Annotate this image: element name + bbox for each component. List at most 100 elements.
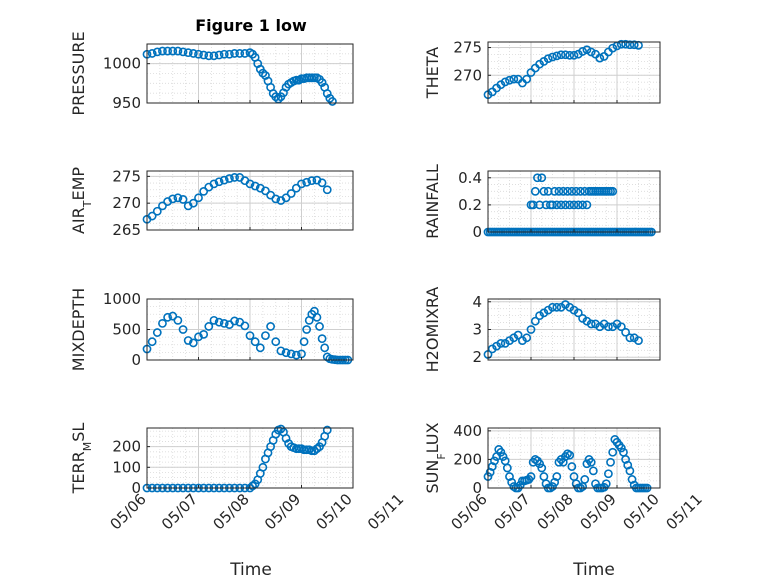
y-tick-label: 4	[472, 293, 482, 311]
data-point	[235, 49, 245, 58]
data-point	[224, 174, 234, 183]
data-point	[271, 337, 281, 347]
data-point	[320, 343, 330, 353]
data-point	[526, 325, 536, 334]
data-point	[582, 200, 592, 210]
data-point	[173, 193, 183, 203]
data-point	[309, 73, 319, 83]
data-point	[307, 73, 317, 83]
data-point	[565, 200, 575, 210]
data-point	[571, 186, 581, 196]
data-point	[297, 179, 306, 189]
y-tick-label: 2	[472, 348, 482, 366]
y-axis-label: TERRMSL	[69, 423, 94, 495]
data-point	[561, 200, 570, 210]
y-axis-label-part: TERR	[69, 451, 88, 494]
data-point	[616, 443, 626, 453]
data-point	[230, 316, 239, 326]
data-point	[291, 183, 301, 193]
x-tick-label: 05/08	[210, 490, 253, 533]
y-tick-label: 950	[112, 94, 141, 112]
data-point	[548, 482, 557, 491]
data-point	[556, 50, 566, 60]
data-point	[634, 336, 643, 345]
data-point	[322, 425, 332, 435]
data-point	[168, 194, 178, 204]
x-tick-label: 05/07	[158, 490, 201, 533]
data-point	[147, 49, 157, 58]
data-point	[569, 50, 579, 60]
y-tick-label: 400	[453, 422, 482, 440]
data-point	[188, 338, 198, 348]
x-axis-label-left: Time	[229, 560, 272, 580]
data-point	[219, 49, 229, 59]
data-point	[629, 40, 639, 50]
y-tick-label: 500	[112, 321, 141, 339]
axes-pressure: 950 1000 PRESSURE	[69, 31, 354, 116]
y-tick-label: 200	[112, 438, 141, 456]
x-tick-label: 05/06	[448, 490, 491, 533]
data-point	[224, 49, 234, 59]
data-point	[302, 177, 312, 187]
data-point	[509, 74, 519, 84]
data-point	[558, 186, 568, 196]
x-tick-label: 05/10	[620, 490, 663, 533]
data-point	[548, 200, 557, 210]
y-axis-label: RAINFALL	[423, 164, 442, 239]
data-point	[307, 446, 317, 456]
data-point	[188, 49, 198, 58]
data-point	[576, 186, 585, 196]
data-point	[183, 336, 193, 345]
data-point	[315, 322, 324, 331]
data-point	[286, 349, 296, 359]
data-point	[152, 47, 162, 57]
data-point	[240, 321, 250, 331]
data-point	[250, 181, 260, 191]
data-point	[317, 334, 327, 344]
data-point	[537, 463, 547, 473]
data-point	[214, 50, 224, 60]
y-tick-label: 265	[112, 221, 141, 239]
data-point	[255, 343, 265, 353]
data-point	[621, 327, 630, 337]
axes-rainfall: 0 0.2 0.4 RAINFALL	[423, 164, 661, 241]
data-point	[586, 47, 596, 57]
data-point	[530, 316, 540, 326]
data-point	[173, 315, 183, 325]
data-point	[535, 459, 544, 469]
data-point	[261, 331, 270, 340]
y-tick-label: 100	[112, 458, 141, 476]
data-point	[158, 201, 167, 211]
data-point	[573, 308, 583, 318]
axes-h2omixra: 2 3 4 H2OMIXRA	[423, 287, 661, 372]
axes-air-temp: 265 270 275 AIRTEMP	[69, 167, 354, 239]
y-axis-label-subscript: T	[81, 200, 94, 208]
y-axis-label-subscript: F	[435, 453, 448, 459]
y-axis-label: AIRTEMP	[69, 167, 94, 234]
data-point	[500, 77, 510, 87]
data-point	[245, 179, 255, 189]
data-point	[307, 176, 317, 186]
data-point	[209, 179, 219, 189]
data-point	[250, 337, 260, 347]
data-point	[569, 200, 579, 210]
data-point	[616, 39, 626, 49]
data-point	[601, 479, 611, 489]
y-tick-label: 1000	[103, 290, 141, 308]
data-point	[147, 211, 157, 221]
data-point	[567, 462, 577, 471]
data-point	[281, 193, 291, 203]
data-point	[586, 457, 596, 467]
data-point	[550, 186, 560, 196]
y-axis-label-part: EMP	[69, 167, 88, 201]
data-point	[194, 49, 203, 59]
y-tick-label: 0	[131, 479, 141, 497]
data-point	[548, 302, 557, 312]
y-axis-label: MIXDEPTH	[69, 288, 88, 371]
data-point	[586, 319, 596, 329]
data-point	[158, 46, 167, 56]
data-point	[194, 332, 203, 342]
data-point	[209, 51, 219, 61]
x-axis-label-right: Time	[572, 560, 615, 580]
